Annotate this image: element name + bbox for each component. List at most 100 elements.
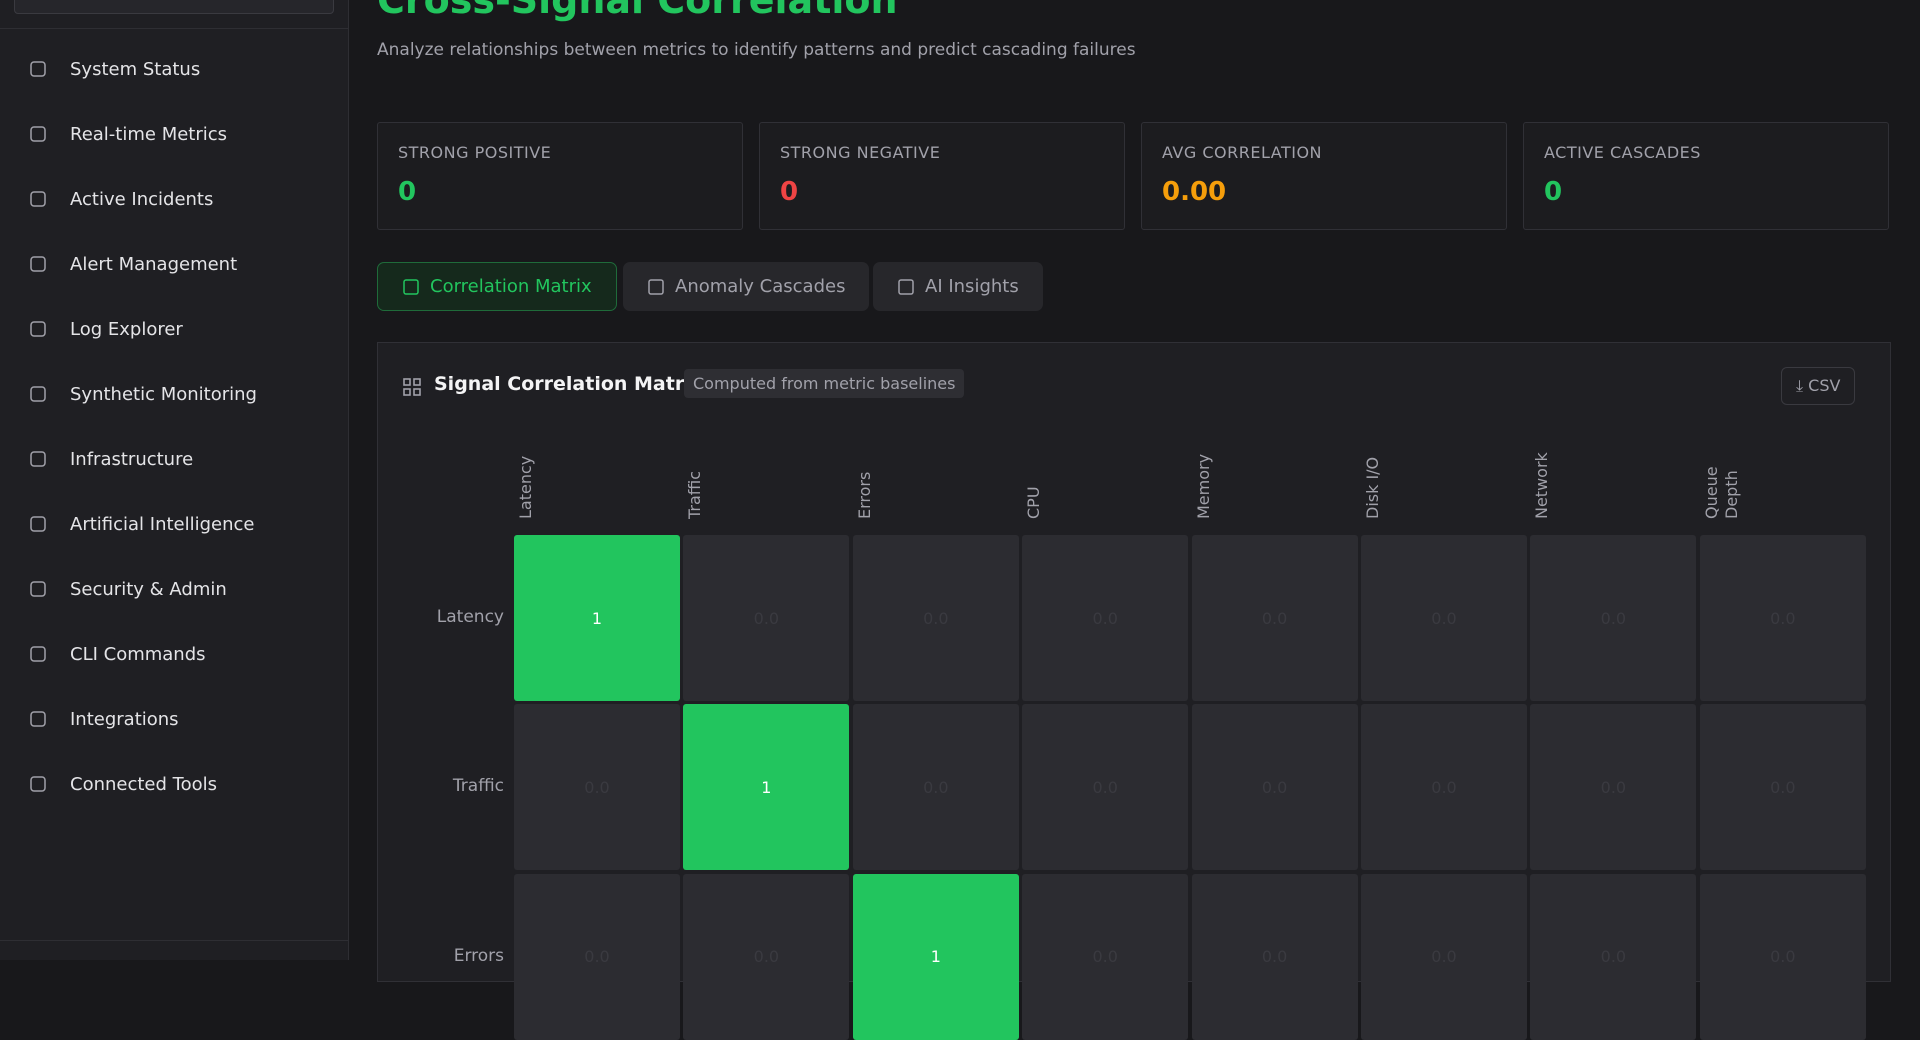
stat-value: 0.00 — [1162, 177, 1227, 207]
column-label: Network — [1532, 452, 1552, 519]
nav-item[interactable]: Security & Admin — [28, 569, 227, 609]
tab[interactable]: Anomaly Cascades — [623, 262, 870, 311]
matrix-cell: 0.0 — [1530, 704, 1697, 871]
matrix-cell: 1 — [683, 704, 850, 871]
matrix-cell: 0.0 — [683, 535, 850, 701]
nav-label: Connected Tools — [70, 773, 217, 795]
csv-button[interactable]: ⤓ CSV — [1781, 367, 1856, 405]
row-label: Errors — [453, 945, 504, 966]
nav-label: Alert Management — [70, 253, 238, 275]
nav-item[interactable]: CLI Commands — [28, 634, 206, 674]
nav-item[interactable]: Synthetic Monitoring — [28, 374, 257, 414]
stat-label: AVG CORRELATION — [1162, 143, 1322, 162]
tab[interactable]: AI Insights — [873, 262, 1043, 311]
stat-card: AVG CORRELATION 0.00 — [1141, 122, 1507, 230]
matrix-cell: 0.0 — [514, 704, 680, 871]
nav-item[interactable]: Artificial Intelligence — [28, 504, 255, 544]
matrix-cell: 0.0 — [1022, 704, 1189, 871]
nav-label: System Status — [70, 58, 201, 80]
nav-item[interactable]: Alert Management — [28, 244, 237, 284]
row-label: Latency — [436, 607, 504, 627]
nav-icon — [30, 646, 46, 662]
divider — [0, 28, 348, 29]
nav-icon — [30, 126, 46, 142]
matrix-cell: 0.0 — [852, 535, 1019, 701]
tab[interactable]: Correlation Matrix — [377, 262, 617, 311]
matrix-cell: 0.0 — [1191, 873, 1358, 1040]
tab-icon — [403, 278, 419, 295]
column-label: CPU — [1024, 486, 1044, 519]
matrix-cell: 0.0 — [1022, 873, 1189, 1040]
divider — [0, 940, 348, 941]
tab-label: Anomaly Cascades — [675, 276, 846, 297]
matrix-cell: 0.0 — [514, 873, 680, 1040]
matrix-badge: Computed from metric baselines — [684, 369, 965, 398]
matrix-cell: 0.0 — [1191, 535, 1358, 701]
matrix-icon — [403, 378, 421, 396]
page-subtitle: Analyze relationships between metrics to… — [377, 40, 1136, 60]
nav-label: CLI Commands — [70, 643, 206, 665]
nav-label: Infrastructure — [70, 448, 194, 470]
stat-value: 0 — [780, 177, 799, 207]
csv-label: CSV — [1808, 376, 1841, 395]
nav-icon — [30, 61, 46, 77]
matrix-cell: 0.0 — [1191, 704, 1358, 871]
nav-item[interactable]: Connected Tools — [28, 764, 217, 804]
column-label: Traffic — [685, 470, 705, 519]
matrix-cell: 0.0 — [1530, 873, 1697, 1040]
matrix-cell: 0.0 — [1361, 535, 1527, 701]
stat-label: STRONG NEGATIVE — [780, 143, 941, 162]
tab-icon — [648, 278, 664, 295]
nav-icon — [30, 516, 46, 532]
tab-label: AI Insights — [925, 276, 1019, 297]
stat-card: STRONG POSITIVE 0 — [377, 122, 743, 230]
page-title: Cross-Signal Correlation — [377, 0, 898, 22]
matrix-cell: 0.0 — [1361, 704, 1527, 871]
column-label: Errors — [854, 471, 874, 519]
sidebar: System Status Real-time Metrics Active Inc… — [0, 0, 349, 960]
column-label: Memory — [1193, 453, 1213, 519]
nav-label: Real-time Metrics — [70, 123, 228, 145]
nav-item[interactable]: Real-time Metrics — [28, 114, 227, 154]
tab-label: Correlation Matrix — [430, 276, 592, 297]
tab-icon — [898, 278, 914, 295]
matrix-cell: 0.0 — [1699, 704, 1866, 871]
stat-value: 0 — [398, 177, 417, 207]
matrix-cell: 0.0 — [852, 704, 1019, 871]
nav-item[interactable]: System Status — [28, 49, 200, 89]
stat-card: STRONG NEGATIVE 0 — [759, 122, 1125, 230]
column-label: Latency — [516, 455, 535, 519]
matrix-cell: 0.0 — [1699, 535, 1866, 701]
stat-card: ACTIVE CASCADES 0 — [1523, 122, 1889, 230]
column-label: Queue Depth — [1701, 466, 1741, 519]
nav-item[interactable]: Integrations — [28, 699, 179, 739]
nav-icon — [30, 321, 46, 337]
nav-icon — [30, 581, 46, 597]
matrix-cell: 0.0 — [1361, 873, 1527, 1040]
nav-item[interactable]: Infrastructure — [28, 439, 193, 479]
nav-icon — [30, 386, 46, 402]
matrix-cell: 0.0 — [1530, 535, 1697, 701]
nav-label: Artificial Intelligence — [70, 513, 255, 535]
column-label: Disk I/O — [1363, 456, 1382, 519]
row-label: Traffic — [452, 776, 504, 797]
nav-icon — [30, 776, 46, 792]
nav-label: Active Incidents — [70, 188, 214, 210]
nav-item[interactable]: Active Incidents — [28, 179, 213, 219]
search-box[interactable] — [14, 0, 334, 14]
nav-icon — [30, 451, 46, 467]
stat-value: 0 — [1544, 177, 1563, 207]
stat-label: STRONG POSITIVE — [398, 143, 552, 162]
nav-label: Synthetic Monitoring — [70, 383, 257, 405]
nav-label: Integrations — [70, 708, 179, 730]
matrix-cell: 0.0 — [1022, 535, 1189, 701]
matrix-cell: 0.0 — [683, 873, 850, 1040]
matrix-cell: 1 — [514, 535, 680, 701]
nav-item[interactable]: Log Explorer — [28, 309, 183, 349]
matrix-cell: 1 — [852, 873, 1019, 1040]
nav-label: Security & Admin — [70, 578, 227, 600]
nav-icon — [30, 191, 46, 207]
nav-icon — [30, 256, 46, 272]
stat-label: ACTIVE CASCADES — [1544, 143, 1701, 162]
